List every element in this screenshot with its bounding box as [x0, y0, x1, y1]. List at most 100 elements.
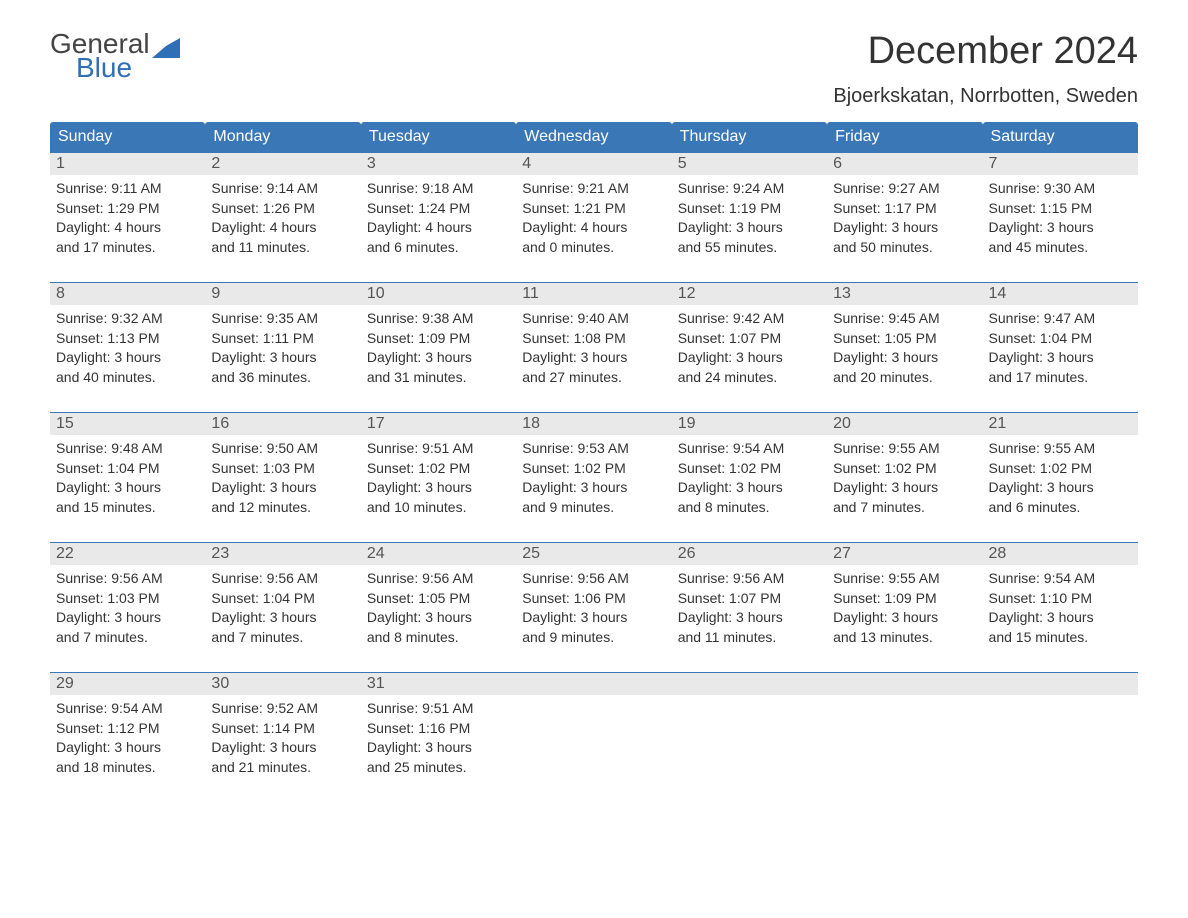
day-cell: 29Sunrise: 9:54 AMSunset: 1:12 PMDayligh…: [50, 673, 205, 803]
daylight-line2: and 21 minutes.: [211, 758, 354, 778]
day-cell: 4Sunrise: 9:21 AMSunset: 1:21 PMDaylight…: [516, 153, 671, 283]
day-details: Sunrise: 9:30 AMSunset: 1:15 PMDaylight:…: [983, 175, 1138, 261]
daylight-line2: and 13 minutes.: [833, 628, 976, 648]
sunset-text: Sunset: 1:04 PM: [56, 459, 199, 479]
sunset-text: Sunset: 1:21 PM: [522, 199, 665, 219]
sunset-text: Sunset: 1:26 PM: [211, 199, 354, 219]
sunrise-text: Sunrise: 9:54 AM: [678, 439, 821, 459]
day-number: 3: [361, 153, 516, 175]
day-number: 12: [672, 283, 827, 305]
day-number: 10: [361, 283, 516, 305]
day-cell: 10Sunrise: 9:38 AMSunset: 1:09 PMDayligh…: [361, 283, 516, 413]
day-header-sat: Saturday: [983, 122, 1138, 153]
sunrise-text: Sunrise: 9:54 AM: [56, 699, 199, 719]
day-header-wed: Wednesday: [516, 122, 671, 153]
daylight-line2: and 15 minutes.: [56, 498, 199, 518]
day-cell: [983, 673, 1138, 803]
day-details: Sunrise: 9:53 AMSunset: 1:02 PMDaylight:…: [516, 435, 671, 521]
daylight-line2: and 25 minutes.: [367, 758, 510, 778]
day-details: Sunrise: 9:35 AMSunset: 1:11 PMDaylight:…: [205, 305, 360, 391]
day-details: Sunrise: 9:56 AMSunset: 1:07 PMDaylight:…: [672, 565, 827, 651]
day-cell: 24Sunrise: 9:56 AMSunset: 1:05 PMDayligh…: [361, 543, 516, 673]
daylight-line1: Daylight: 3 hours: [211, 478, 354, 498]
day-number: 1: [50, 153, 205, 175]
location-text: Bjoerkskatan, Norrbotten, Sweden: [833, 85, 1138, 108]
day-header-tue: Tuesday: [361, 122, 516, 153]
day-details: Sunrise: 9:54 AMSunset: 1:02 PMDaylight:…: [672, 435, 827, 521]
day-header-fri: Friday: [827, 122, 982, 153]
daylight-line2: and 15 minutes.: [989, 628, 1132, 648]
day-number: 11: [516, 283, 671, 305]
daylight-line2: and 7 minutes.: [56, 628, 199, 648]
day-number: 24: [361, 543, 516, 565]
week-row: 1Sunrise: 9:11 AMSunset: 1:29 PMDaylight…: [50, 153, 1138, 283]
sunrise-text: Sunrise: 9:42 AM: [678, 309, 821, 329]
day-number: 16: [205, 413, 360, 435]
daylight-line1: Daylight: 3 hours: [56, 738, 199, 758]
day-details: Sunrise: 9:14 AMSunset: 1:26 PMDaylight:…: [205, 175, 360, 261]
day-number: 28: [983, 543, 1138, 565]
day-header-row: Sunday Monday Tuesday Wednesday Thursday…: [50, 122, 1138, 153]
day-details: Sunrise: 9:27 AMSunset: 1:17 PMDaylight:…: [827, 175, 982, 261]
week-row: 15Sunrise: 9:48 AMSunset: 1:04 PMDayligh…: [50, 413, 1138, 543]
daylight-line2: and 50 minutes.: [833, 238, 976, 258]
day-cell: 30Sunrise: 9:52 AMSunset: 1:14 PMDayligh…: [205, 673, 360, 803]
sunrise-text: Sunrise: 9:50 AM: [211, 439, 354, 459]
sunset-text: Sunset: 1:10 PM: [989, 589, 1132, 609]
daylight-line2: and 6 minutes.: [367, 238, 510, 258]
daylight-line2: and 20 minutes.: [833, 368, 976, 388]
day-details: Sunrise: 9:24 AMSunset: 1:19 PMDaylight:…: [672, 175, 827, 261]
daylight-line1: Daylight: 3 hours: [989, 478, 1132, 498]
day-details: Sunrise: 9:56 AMSunset: 1:03 PMDaylight:…: [50, 565, 205, 651]
daylight-line2: and 9 minutes.: [522, 628, 665, 648]
day-details: Sunrise: 9:11 AMSunset: 1:29 PMDaylight:…: [50, 175, 205, 261]
day-number: 30: [205, 673, 360, 695]
day-cell: 31Sunrise: 9:51 AMSunset: 1:16 PMDayligh…: [361, 673, 516, 803]
day-number: 8: [50, 283, 205, 305]
day-number: 26: [672, 543, 827, 565]
sunset-text: Sunset: 1:02 PM: [367, 459, 510, 479]
week-row: 29Sunrise: 9:54 AMSunset: 1:12 PMDayligh…: [50, 673, 1138, 803]
day-number: 15: [50, 413, 205, 435]
daylight-line2: and 55 minutes.: [678, 238, 821, 258]
day-number: 2: [205, 153, 360, 175]
sunset-text: Sunset: 1:02 PM: [833, 459, 976, 479]
daylight-line1: Daylight: 3 hours: [522, 608, 665, 628]
sunrise-text: Sunrise: 9:45 AM: [833, 309, 976, 329]
sunset-text: Sunset: 1:02 PM: [678, 459, 821, 479]
day-cell: 23Sunrise: 9:56 AMSunset: 1:04 PMDayligh…: [205, 543, 360, 673]
day-cell: 21Sunrise: 9:55 AMSunset: 1:02 PMDayligh…: [983, 413, 1138, 543]
day-details: Sunrise: 9:55 AMSunset: 1:02 PMDaylight:…: [983, 435, 1138, 521]
sunset-text: Sunset: 1:07 PM: [678, 589, 821, 609]
sunrise-text: Sunrise: 9:51 AM: [367, 699, 510, 719]
day-cell: 19Sunrise: 9:54 AMSunset: 1:02 PMDayligh…: [672, 413, 827, 543]
day-details: Sunrise: 9:42 AMSunset: 1:07 PMDaylight:…: [672, 305, 827, 391]
daylight-line1: Daylight: 3 hours: [678, 348, 821, 368]
sunrise-text: Sunrise: 9:56 AM: [678, 569, 821, 589]
day-details: Sunrise: 9:56 AMSunset: 1:04 PMDaylight:…: [205, 565, 360, 651]
daylight-line1: Daylight: 3 hours: [367, 478, 510, 498]
month-title: December 2024: [833, 30, 1138, 73]
day-number: 4: [516, 153, 671, 175]
sunset-text: Sunset: 1:17 PM: [833, 199, 976, 219]
sunrise-text: Sunrise: 9:56 AM: [56, 569, 199, 589]
daylight-line1: Daylight: 3 hours: [522, 478, 665, 498]
sunrise-text: Sunrise: 9:55 AM: [833, 439, 976, 459]
sunset-text: Sunset: 1:03 PM: [211, 459, 354, 479]
sunrise-text: Sunrise: 9:24 AM: [678, 179, 821, 199]
sunset-text: Sunset: 1:16 PM: [367, 719, 510, 739]
day-details: Sunrise: 9:56 AMSunset: 1:06 PMDaylight:…: [516, 565, 671, 651]
week-row: 22Sunrise: 9:56 AMSunset: 1:03 PMDayligh…: [50, 543, 1138, 673]
sunrise-text: Sunrise: 9:56 AM: [522, 569, 665, 589]
day-number: 6: [827, 153, 982, 175]
sunrise-text: Sunrise: 9:11 AM: [56, 179, 199, 199]
day-number: 29: [50, 673, 205, 695]
sunrise-text: Sunrise: 9:53 AM: [522, 439, 665, 459]
sunset-text: Sunset: 1:29 PM: [56, 199, 199, 219]
day-number: 22: [50, 543, 205, 565]
day-cell: 14Sunrise: 9:47 AMSunset: 1:04 PMDayligh…: [983, 283, 1138, 413]
sunrise-text: Sunrise: 9:55 AM: [833, 569, 976, 589]
day-details: Sunrise: 9:56 AMSunset: 1:05 PMDaylight:…: [361, 565, 516, 651]
daylight-line1: Daylight: 3 hours: [211, 348, 354, 368]
sunrise-text: Sunrise: 9:54 AM: [989, 569, 1132, 589]
